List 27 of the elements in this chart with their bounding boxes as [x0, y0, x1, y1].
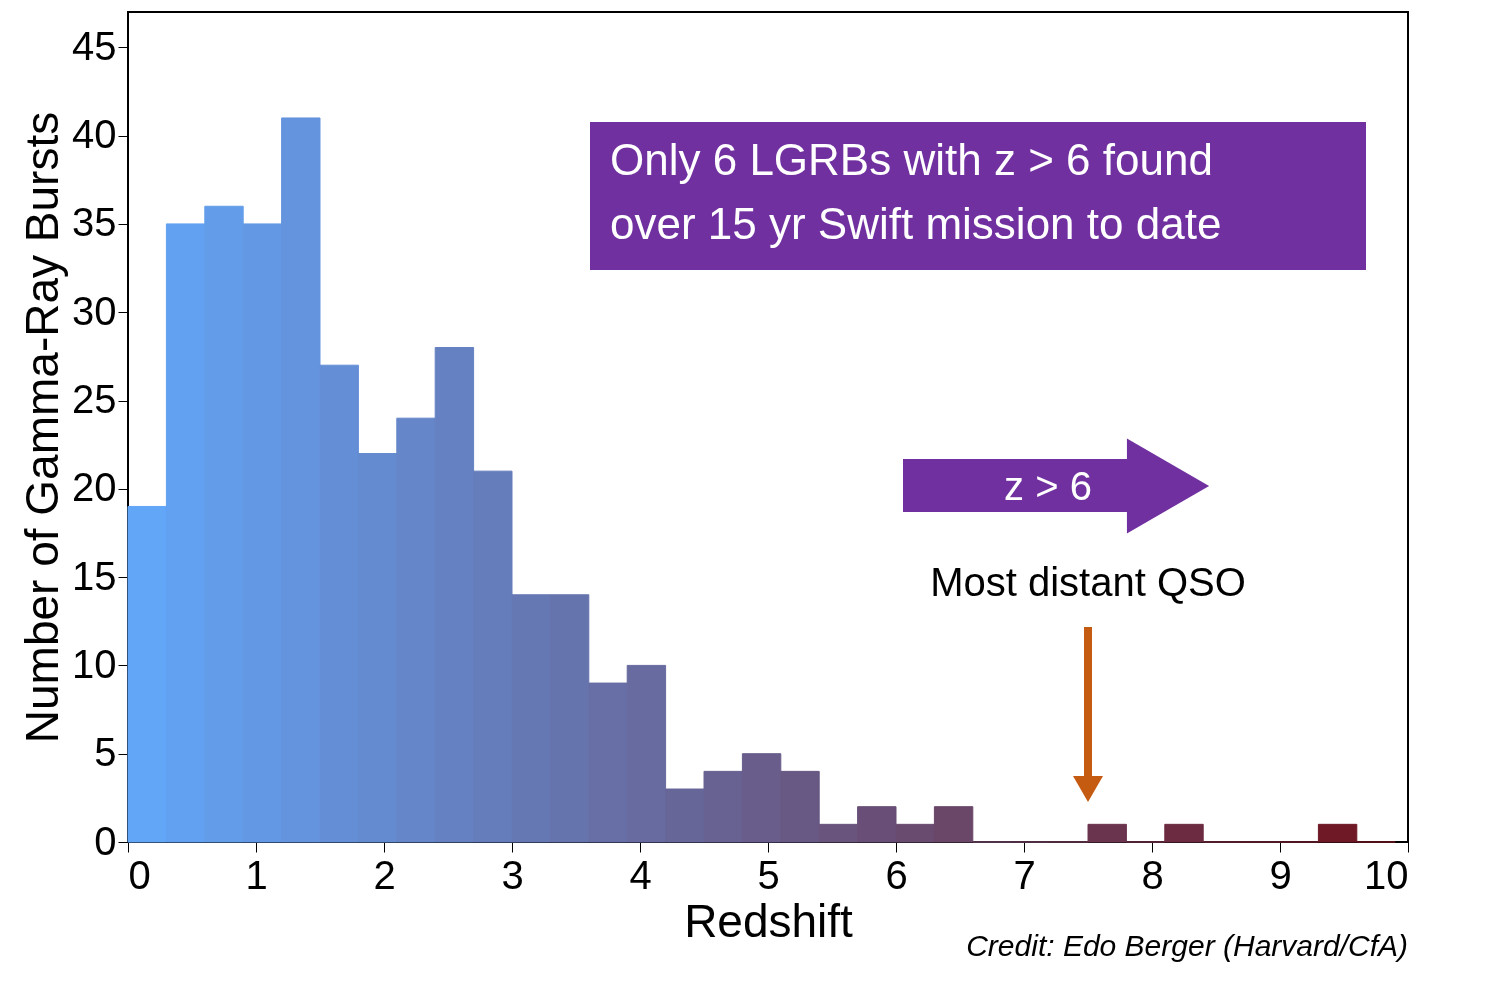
x-tick-label: 3	[501, 852, 524, 897]
x-tick-label: 2	[373, 852, 396, 897]
x-tick-label: 5	[757, 852, 780, 897]
y-tick-label: 40	[72, 112, 117, 157]
y-tick-label: 10	[72, 641, 117, 686]
x-tick-label: 0	[128, 852, 151, 897]
annotation: Only 6 LGRBs with z > 6 found over 15 yr Swift mission to date	[610, 135, 1222, 248]
annotation: z > 6	[1004, 464, 1092, 508]
x-tick-label: 10	[1364, 852, 1409, 897]
y-tick-label: 30	[72, 288, 117, 333]
x-tick-label: 7	[1013, 852, 1036, 897]
x-tick-label: 8	[1141, 852, 1164, 897]
x-tick-label: 9	[1269, 852, 1292, 897]
text: Credit: Edo Berger (Harvard/CfA)	[966, 929, 1408, 962]
annotation: Most distant QSO	[930, 560, 1246, 604]
x-tick-label: 1	[245, 852, 268, 897]
x-tick-label: 6	[885, 852, 908, 897]
y-tick-label: 25	[72, 377, 117, 422]
x-tick-label: 4	[629, 852, 652, 897]
y-tick-label: 35	[72, 200, 117, 245]
y-tick-label: 20	[72, 465, 117, 510]
y-tick-label: 45	[72, 23, 117, 68]
y-tick-label: 15	[72, 553, 117, 598]
y-tick-label: 0	[94, 818, 117, 863]
y-axis-title: Number of Gamma-Ray Bursts	[16, 111, 69, 744]
x-axis-title: Redshift	[684, 894, 854, 947]
y-tick-label: 5	[94, 730, 117, 775]
